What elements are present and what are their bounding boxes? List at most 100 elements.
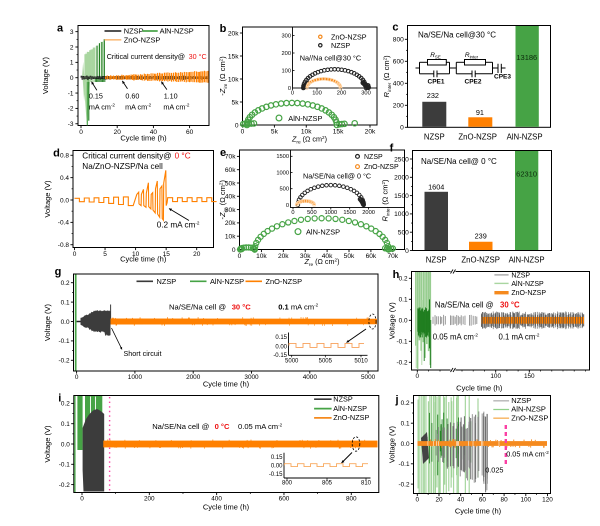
svg-text:-0.15: -0.15 [269, 472, 283, 478]
svg-text:Cycle time (h): Cycle time (h) [120, 255, 167, 264]
svg-text:5005: 5005 [319, 359, 333, 365]
svg-text:Zre (Ω cm2): Zre (Ω cm2) [291, 135, 327, 146]
svg-text:120: 120 [542, 496, 553, 503]
svg-text:0.00: 0.00 [271, 464, 283, 470]
svg-text:20k: 20k [225, 220, 236, 227]
svg-text:0: 0 [286, 203, 289, 209]
svg-text:3: 3 [70, 29, 74, 36]
svg-text:30 °C: 30 °C [500, 300, 520, 309]
svg-text:500: 500 [307, 210, 317, 216]
svg-text:20k: 20k [278, 253, 289, 260]
svg-text:-0.2: -0.2 [396, 360, 407, 367]
svg-text:Rinter (Ω cm2): Rinter (Ω cm2) [382, 55, 393, 98]
svg-text:d: d [53, 148, 60, 160]
svg-text:c: c [392, 21, 398, 33]
svg-text:0.0: 0.0 [399, 318, 408, 325]
svg-text:2: 2 [70, 44, 74, 51]
svg-text:200: 200 [337, 90, 347, 96]
svg-text:70k: 70k [387, 253, 398, 260]
svg-text:a: a [57, 23, 64, 35]
svg-text:0.0: 0.0 [61, 441, 70, 448]
svg-text:-0.4: -0.4 [58, 220, 70, 227]
svg-text:0.0: 0.0 [401, 441, 410, 448]
svg-text:Cycle time (h): Cycle time (h) [455, 507, 502, 516]
svg-text:ZnO-NZSP: ZnO-NZSP [461, 255, 500, 264]
svg-text:0: 0 [70, 75, 74, 82]
svg-text:0.15: 0.15 [89, 92, 103, 101]
svg-text:0: 0 [241, 128, 245, 135]
svg-text:Cycle time (h): Cycle time (h) [203, 503, 250, 512]
svg-text:200: 200 [282, 51, 292, 57]
svg-text:0.8: 0.8 [60, 153, 69, 160]
svg-text:810: 810 [361, 481, 372, 487]
svg-text:13186: 13186 [516, 53, 537, 62]
svg-text:62310: 62310 [516, 170, 537, 179]
svg-text:10k: 10k [301, 128, 312, 135]
svg-text:5010: 5010 [354, 359, 368, 365]
svg-text:200: 200 [144, 495, 155, 502]
svg-text:NZSP: NZSP [424, 133, 445, 142]
svg-text:AlN-NZSP: AlN-NZSP [333, 404, 367, 413]
svg-text:ZnO-NZSP: ZnO-NZSP [511, 413, 548, 422]
svg-text:AlN-NZSP: AlN-NZSP [509, 255, 545, 264]
svg-text:AlN-NZSP: AlN-NZSP [511, 405, 546, 414]
svg-text:10k: 10k [256, 253, 267, 260]
svg-text:Voltage (V): Voltage (V) [387, 302, 396, 340]
svg-text:0.60: 0.60 [125, 92, 139, 101]
svg-text:20k: 20k [365, 128, 376, 135]
svg-text:j: j [394, 394, 398, 406]
svg-text:NZSP: NZSP [511, 272, 530, 279]
svg-text:1000: 1000 [394, 211, 409, 218]
svg-text:50k: 50k [225, 180, 236, 187]
svg-text:Short circuit: Short circuit [124, 349, 162, 358]
svg-text:805: 805 [322, 481, 333, 487]
svg-text:0.15: 0.15 [275, 335, 287, 341]
svg-text:i: i [58, 393, 61, 405]
svg-text:mA cm-2: mA cm-2 [89, 102, 115, 111]
svg-text:0.2: 0.2 [61, 401, 70, 408]
svg-text:15k: 15k [228, 53, 239, 60]
svg-text:f: f [390, 143, 394, 155]
svg-text:0.2: 0.2 [401, 400, 410, 407]
svg-text:10: 10 [132, 251, 140, 258]
svg-text:Na/SE/Na cell@30 °C: Na/SE/Na cell@30 °C [418, 31, 496, 40]
svg-text:400: 400 [211, 495, 222, 502]
svg-text:100: 100 [520, 496, 531, 503]
svg-text:30 °C: 30 °C [189, 52, 207, 61]
svg-text:AlN-NZSP: AlN-NZSP [507, 133, 543, 142]
svg-text:ZnO-NZSP: ZnO-NZSP [364, 164, 399, 171]
svg-text:-1: -1 [68, 90, 74, 97]
svg-text:ZnO-NZSP: ZnO-NZSP [124, 35, 161, 44]
svg-text:80: 80 [501, 496, 509, 503]
svg-text:600: 600 [393, 59, 404, 66]
svg-text:ZnO-NZSP: ZnO-NZSP [511, 290, 546, 297]
svg-text:0: 0 [291, 90, 294, 96]
svg-text:91: 91 [476, 108, 484, 117]
svg-text:NZSP: NZSP [157, 277, 177, 286]
svg-text:0.1 mA cm-2: 0.1 mA cm-2 [499, 332, 540, 341]
svg-text:-0.2: -0.2 [58, 358, 69, 365]
svg-text:5k: 5k [271, 128, 279, 135]
svg-text:20k: 20k [228, 30, 239, 37]
svg-text:Cycle time (h): Cycle time (h) [203, 380, 250, 389]
svg-text:30 °C: 30 °C [232, 302, 252, 311]
svg-text:1500: 1500 [343, 210, 356, 216]
svg-text:0.0: 0.0 [60, 197, 69, 204]
svg-text:Voltage (V): Voltage (V) [43, 180, 52, 218]
svg-text:-0.2: -0.2 [59, 482, 70, 489]
svg-text:ZnO-NZSP: ZnO-NZSP [458, 133, 497, 142]
svg-text:0: 0 [232, 247, 236, 254]
svg-text:0.1: 0.1 [401, 421, 410, 428]
svg-text:0: 0 [238, 253, 242, 260]
svg-text:5000: 5000 [361, 374, 376, 381]
svg-text:h: h [393, 269, 400, 281]
svg-text:0.4: 0.4 [60, 175, 69, 182]
svg-text:1000: 1000 [324, 210, 337, 216]
svg-text:0: 0 [79, 129, 83, 136]
svg-text:400: 400 [393, 81, 404, 88]
svg-text:0.2: 0.2 [61, 280, 70, 287]
svg-text:20: 20 [435, 496, 443, 503]
svg-text:5k: 5k [232, 99, 240, 106]
svg-text:RSE: RSE [430, 52, 441, 60]
svg-text:Zre (Ω cm2): Zre (Ω cm2) [304, 257, 340, 268]
